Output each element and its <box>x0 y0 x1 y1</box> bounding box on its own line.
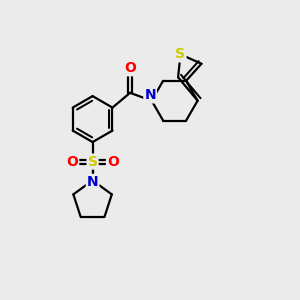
Text: O: O <box>66 154 78 169</box>
Text: N: N <box>87 175 98 189</box>
Text: O: O <box>107 154 119 169</box>
Text: S: S <box>88 154 98 169</box>
Text: O: O <box>124 61 136 75</box>
Text: S: S <box>176 47 185 61</box>
Text: N: N <box>144 88 156 102</box>
